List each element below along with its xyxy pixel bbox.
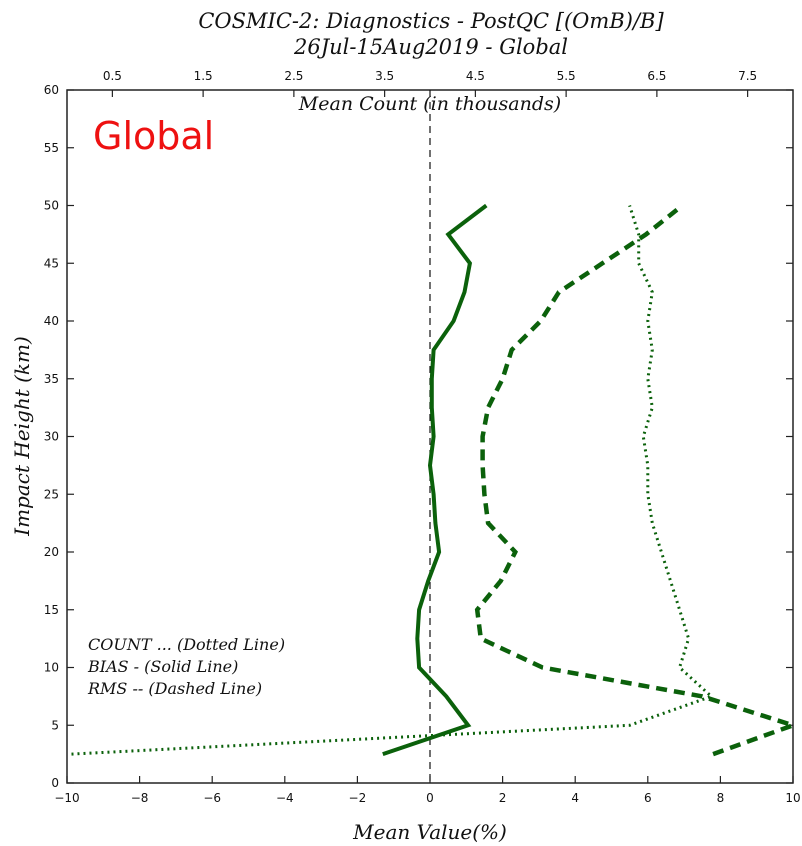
series-line-bias bbox=[382, 203, 488, 756]
x-tick-label: 10 bbox=[785, 791, 800, 805]
y-tick-label: 15 bbox=[44, 603, 59, 617]
legend-entry-rms: RMS -- (Dashed Line) bbox=[87, 679, 262, 698]
x-tick-label: 2 bbox=[499, 791, 507, 805]
top-tick-label: 3.5 bbox=[375, 69, 394, 83]
left-axis-ticks: 0 5 10 15 20 25 30 35 40 45 50 55 60 bbox=[44, 83, 793, 790]
y-tick-label: 10 bbox=[44, 661, 59, 675]
y-tick-label: 20 bbox=[44, 545, 59, 559]
y-tick-label: 50 bbox=[44, 199, 59, 213]
top-tick-label: 0.5 bbox=[103, 69, 122, 83]
legend: COUNT ... (Dotted Line) BIAS - (Solid Li… bbox=[87, 635, 285, 698]
y-tick-label: 45 bbox=[44, 256, 59, 270]
x-tick-label: 8 bbox=[717, 791, 725, 805]
x-tick-label: −2 bbox=[349, 791, 367, 805]
chart-subtitle: 26Jul-15Aug2019 - Global bbox=[293, 35, 568, 59]
region-label: Global bbox=[93, 114, 214, 158]
top-axis-ticks: 0.5 1.5 2.5 3.5 4.5 5.5 6.5 7.5 bbox=[103, 69, 757, 97]
x-tick-label: 6 bbox=[644, 791, 652, 805]
legend-entry-bias: BIAS - (Solid Line) bbox=[87, 657, 238, 676]
top-tick-label: 7.5 bbox=[738, 69, 757, 83]
x-tick-label: 4 bbox=[571, 791, 579, 805]
top-tick-label: 6.5 bbox=[647, 69, 666, 83]
top-tick-label: 5.5 bbox=[557, 69, 576, 83]
y-tick-label: 60 bbox=[44, 83, 59, 97]
top-tick-label: 2.5 bbox=[284, 69, 303, 83]
legend-entry-count: COUNT ... (Dotted Line) bbox=[88, 635, 285, 654]
series-line-rms bbox=[474, 203, 800, 757]
x-tick-label: −6 bbox=[203, 791, 221, 805]
series-line-count bbox=[71, 205, 715, 756]
x-tick-label: 0 bbox=[426, 791, 434, 805]
x-tick-label: −8 bbox=[131, 791, 149, 805]
y-tick-label: 55 bbox=[44, 141, 59, 155]
bottom-axis-ticks: −10 −8 −6 −4 −2 0 2 4 6 8 10 bbox=[54, 776, 801, 805]
top-tick-label: 4.5 bbox=[466, 69, 485, 83]
x-tick-label: −4 bbox=[276, 791, 294, 805]
x-tick-label: −10 bbox=[54, 791, 79, 805]
chart-title: COSMIC-2: Diagnostics - PostQC [(OmB)/B] bbox=[198, 9, 664, 33]
y-axis-label: Impact Height (km) bbox=[10, 336, 34, 537]
y-tick-label: 35 bbox=[44, 372, 59, 386]
y-tick-label: 40 bbox=[44, 314, 59, 328]
x-axis-label: Mean Value(%) bbox=[352, 820, 507, 844]
y-tick-label: 5 bbox=[51, 718, 59, 732]
y-tick-label: 0 bbox=[51, 776, 59, 790]
y-tick-label: 25 bbox=[44, 487, 59, 501]
top-tick-label: 1.5 bbox=[194, 69, 213, 83]
top-axis-label: Mean Count (in thousands) bbox=[298, 93, 561, 115]
y-tick-label: 30 bbox=[44, 430, 59, 444]
